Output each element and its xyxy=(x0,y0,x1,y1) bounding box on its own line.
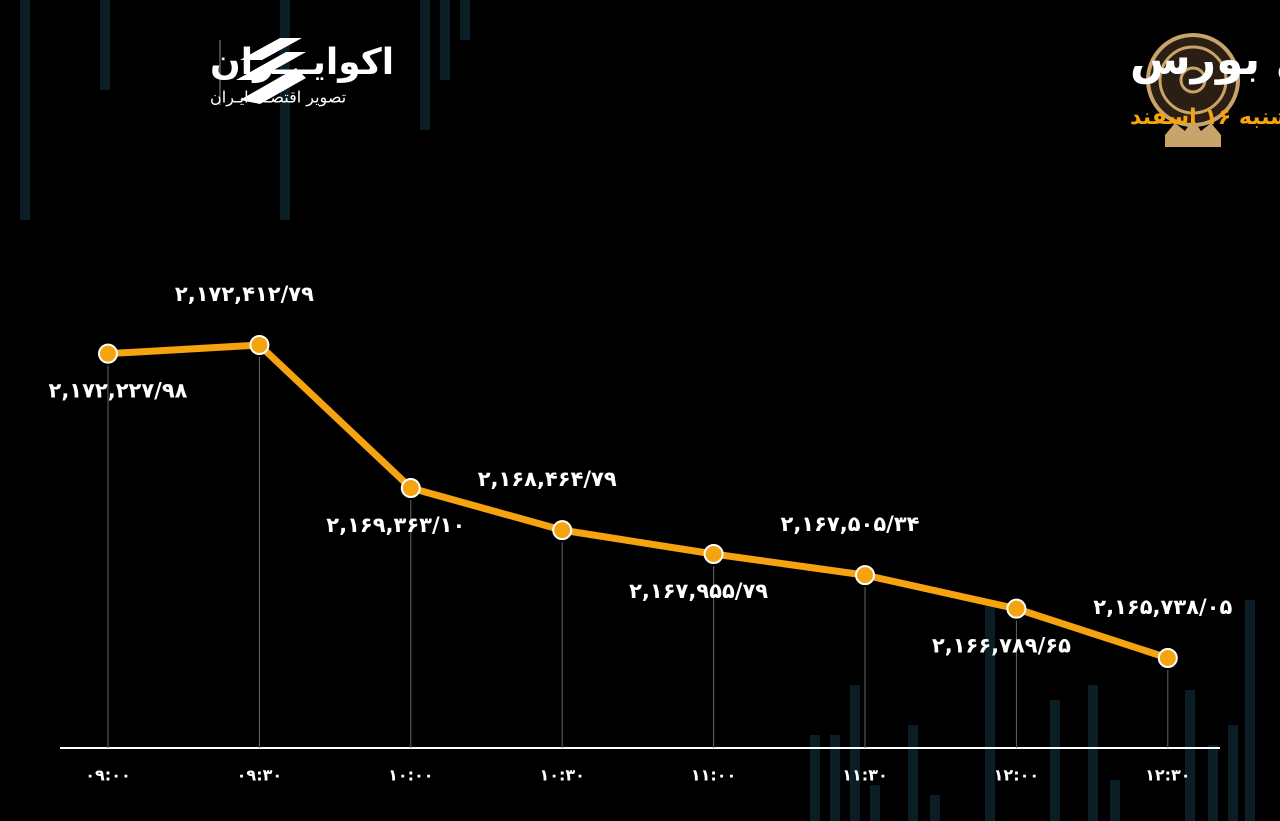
value-label: ۲,۱۶۵,۷۳۸/۰۵ xyxy=(1093,595,1232,619)
x-tick-label: ۰۹:۰۰ xyxy=(85,766,130,785)
x-tick-label: ۱۰:۰۰ xyxy=(388,766,433,785)
x-tick-label: ۰۹:۳۰ xyxy=(237,766,282,785)
value-label: ۲,۱۶۷,۹۵۵/۷۹ xyxy=(629,579,768,603)
value-label: ۲,۱۶۸,۴۶۴/۷۹ xyxy=(478,467,617,491)
emblem xyxy=(1146,33,1240,147)
data-point xyxy=(1006,598,1027,619)
x-tick-label: ۱۲:۳۰ xyxy=(1145,766,1190,785)
chart-title: روند شاخص کل بورس xyxy=(1130,34,1280,85)
value-label: ۲,۱۶۶,۷۸۹/۶۵ xyxy=(932,634,1071,658)
data-point xyxy=(400,478,421,499)
value-label: ۲,۱۷۲,۴۱۲/۷۹ xyxy=(175,282,314,306)
data-point xyxy=(1157,648,1178,668)
x-tick-label: ۱۱:۳۰ xyxy=(842,766,887,785)
value-label: ۲,۱۶۹,۳۶۳/۱۰ xyxy=(326,513,465,537)
x-tick-label: ۱۰:۳۰ xyxy=(539,766,584,785)
x-tick-label: ۱۲:۰۰ xyxy=(994,766,1039,785)
brand-tagline: تصویر اقتصـاد ایـران xyxy=(210,88,346,108)
brand-logo xyxy=(219,38,306,105)
brand-name: اکوایـــران xyxy=(210,42,394,83)
chart-subtitle: چهارشنبه ۱۶ اسفند xyxy=(1130,105,1280,130)
value-label: ۲,۱۶۷,۵۰۵/۳۴ xyxy=(781,512,920,536)
value-label: ۲,۱۷۲,۲۲۷/۹۸ xyxy=(49,379,188,403)
data-point xyxy=(703,544,724,565)
data-point xyxy=(552,520,573,541)
decor-bars xyxy=(20,0,1255,821)
x-tick-label: ۱۱:۰۰ xyxy=(691,766,736,785)
data-point xyxy=(249,335,270,355)
data-point xyxy=(98,343,118,364)
data-point xyxy=(855,565,875,586)
series-line xyxy=(107,341,1169,662)
